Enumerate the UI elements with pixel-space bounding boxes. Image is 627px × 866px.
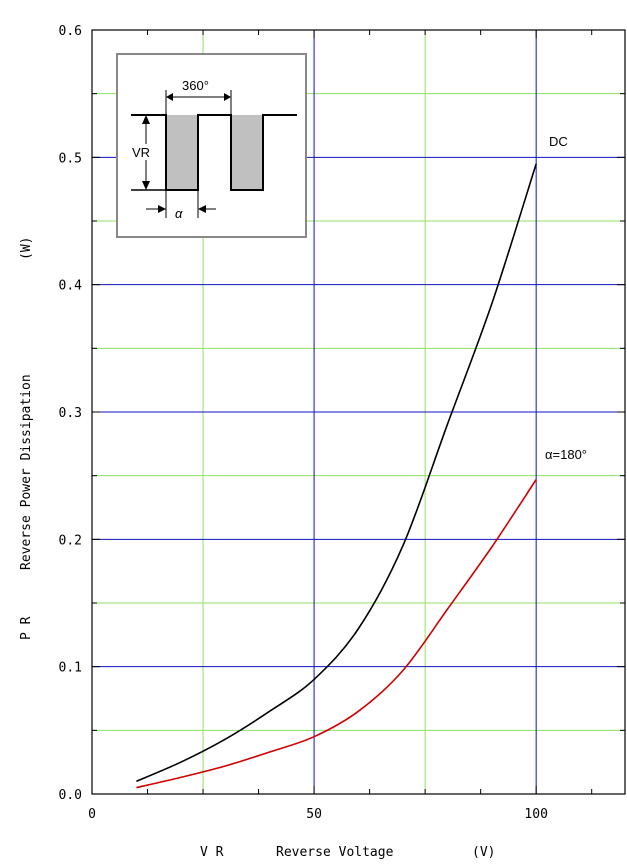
y-axis-title-unit: (W): [19, 237, 34, 260]
vr-arrowhead-top: [142, 115, 150, 124]
series-label-alpha180: α=180°: [545, 447, 587, 462]
x-axis-title: Reverse Voltage: [276, 845, 394, 860]
x-axis-title-unit: (V): [472, 845, 495, 860]
y-tick-label: 0.2: [59, 533, 82, 548]
waveform-line: [131, 114, 297, 191]
pulse-fill-1: [166, 115, 198, 190]
series-line-alpha180: [136, 479, 537, 789]
vr-label-bg: [130, 144, 154, 160]
vr-arrowhead-bottom: [142, 181, 150, 190]
vr-label: VR: [132, 145, 150, 160]
series-line-dc: [136, 163, 537, 783]
period-arrowhead-left: [166, 93, 173, 101]
series-label-dc: DC: [549, 134, 568, 149]
x-tick-label: 100: [524, 807, 547, 822]
y-tick-label: 0.0: [59, 788, 82, 803]
alpha-label: α: [175, 206, 183, 221]
waveform-inset: 360° VR α: [116, 53, 307, 238]
y-tick-label: 0.1: [59, 661, 82, 676]
y-axis-title-prefix: P R: [19, 616, 34, 640]
y-tick-labels: 0.0 0.1 0.2 0.3 0.4 0.5 0.6: [59, 24, 83, 803]
pulse-fill-2: [231, 115, 263, 190]
y-tick-label: 0.4: [59, 279, 83, 294]
alpha-arrowhead-left: [158, 205, 166, 213]
period-label: 360°: [182, 78, 209, 93]
alpha-arrowhead-right: [198, 205, 206, 213]
y-tick-label: 0.6: [59, 24, 82, 39]
x-tick-label: 50: [306, 807, 322, 822]
y-tick-label: 0.3: [59, 406, 82, 421]
y-tick-label: 0.5: [59, 151, 82, 166]
x-axis-title-prefix: V R: [200, 845, 224, 860]
axis-ticks: [92, 30, 625, 794]
x-tick-labels: 0 50 100: [88, 807, 548, 822]
y-axis-title: Reverse Power Dissipation: [19, 374, 34, 570]
period-arrowhead-right: [224, 93, 231, 101]
x-tick-label: 0: [88, 807, 96, 822]
series-layer: [136, 163, 537, 789]
major-gridlines: [92, 30, 625, 794]
